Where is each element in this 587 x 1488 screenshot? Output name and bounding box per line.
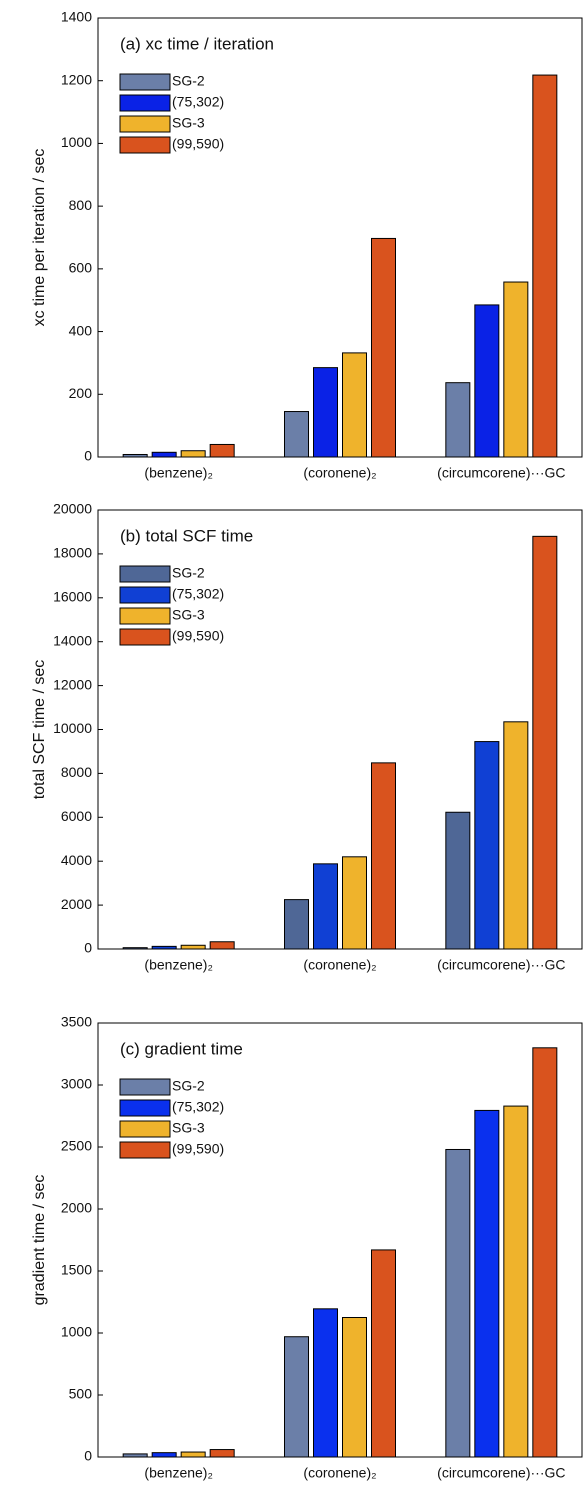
y-tick-label: 18000 xyxy=(53,545,92,561)
y-axis-label: xc time per iteration / sec xyxy=(31,149,48,327)
figure: 0 200 400 600 800 1000 1200 1400 (benzene)₂ (coro… xyxy=(0,0,587,1488)
legend-label: (75,302) xyxy=(172,586,224,602)
bar xyxy=(181,451,205,457)
legend-swatch xyxy=(120,629,170,645)
legend-swatch xyxy=(120,1079,170,1095)
bar xyxy=(152,452,176,457)
bar xyxy=(210,942,234,949)
bar xyxy=(210,1450,234,1457)
bar xyxy=(533,536,557,949)
legend-swatch xyxy=(120,566,170,582)
legend-swatch xyxy=(120,116,170,132)
x-tick-label: (benzene)₂ xyxy=(144,957,212,973)
bar xyxy=(181,945,205,949)
bar xyxy=(372,763,396,949)
bar xyxy=(314,1309,338,1457)
bar xyxy=(285,1337,309,1457)
y-tick-label: 20000 xyxy=(53,501,92,517)
bar xyxy=(285,412,309,457)
bar xyxy=(372,238,396,457)
bar xyxy=(533,75,557,457)
bar xyxy=(475,305,499,457)
bar xyxy=(181,1452,205,1457)
y-tick-label: 2000 xyxy=(61,896,92,912)
y-tick-label: 1500 xyxy=(61,1262,92,1278)
y-tick-label: 800 xyxy=(69,197,93,213)
legend-swatch xyxy=(120,74,170,90)
x-tick-label: (coronene)₂ xyxy=(303,1465,376,1481)
legend-swatch xyxy=(120,1121,170,1137)
bar xyxy=(152,1453,176,1457)
x-tick-label: (circumcorene)···GC xyxy=(437,465,565,481)
x-tick-label: (benzene)₂ xyxy=(144,1465,212,1481)
legend-label: SG-2 xyxy=(172,1078,205,1094)
legend-label: SG-3 xyxy=(172,607,205,623)
bar xyxy=(446,383,470,457)
legend-swatch xyxy=(120,1100,170,1116)
legend-label: (99,590) xyxy=(172,1141,224,1157)
y-tick-label: 3000 xyxy=(61,1076,92,1092)
legend-swatch xyxy=(120,137,170,153)
legend-label: SG-2 xyxy=(172,565,205,581)
x-tick-label: (coronene)₂ xyxy=(303,957,376,973)
legend-label: SG-3 xyxy=(172,115,205,131)
y-tick-label: 400 xyxy=(69,322,93,338)
bar xyxy=(504,1106,528,1457)
bar xyxy=(314,368,338,457)
y-tick-label: 8000 xyxy=(61,764,92,780)
y-tick-label: 0 xyxy=(84,448,92,464)
chart-title: (a) xc time / iteration xyxy=(120,34,274,53)
bar xyxy=(372,1250,396,1457)
y-tick-label: 10000 xyxy=(53,720,92,736)
y-tick-label: 4000 xyxy=(61,852,92,868)
bar xyxy=(475,1110,499,1457)
y-tick-label: 12000 xyxy=(53,676,92,692)
y-tick-label: 1000 xyxy=(61,134,92,150)
y-tick-label: 1400 xyxy=(61,9,92,25)
legend-label: (99,590) xyxy=(172,136,224,152)
y-axis-label: gradient time / sec xyxy=(31,1175,48,1306)
x-tick-label: (benzene)₂ xyxy=(144,465,212,481)
y-tick-label: 2500 xyxy=(61,1138,92,1154)
legend-swatch xyxy=(120,95,170,111)
x-tick-label: (circumcorene)···GC xyxy=(437,957,565,973)
chart-title: (c) gradient time xyxy=(120,1039,243,1058)
legend-label: SG-3 xyxy=(172,1120,205,1136)
bar xyxy=(446,1149,470,1457)
bar xyxy=(343,1318,367,1458)
y-tick-label: 200 xyxy=(69,385,93,401)
bar xyxy=(285,900,309,949)
y-tick-label: 2000 xyxy=(61,1200,92,1216)
y-axis-label: total SCF time / sec xyxy=(31,660,48,800)
x-tick-label: (circumcorene)···GC xyxy=(437,1465,565,1481)
legend-label: (75,302) xyxy=(172,94,224,110)
y-tick-label: 0 xyxy=(84,940,92,956)
bar xyxy=(504,722,528,949)
x-tick-label: (coronene)₂ xyxy=(303,465,376,481)
y-tick-label: 0 xyxy=(84,1448,92,1464)
bar xyxy=(210,444,234,457)
y-tick-label: 500 xyxy=(69,1386,93,1402)
y-tick-label: 16000 xyxy=(53,589,92,605)
bar xyxy=(475,742,499,949)
legend-label: (75,302) xyxy=(172,1099,224,1115)
y-tick-label: 3500 xyxy=(61,1014,92,1030)
legend-swatch xyxy=(120,587,170,603)
bar xyxy=(343,857,367,949)
chart-title: (b) total SCF time xyxy=(120,526,253,545)
legend-label: SG-2 xyxy=(172,73,205,89)
y-tick-label: 14000 xyxy=(53,632,92,648)
legend-label: (99,590) xyxy=(172,628,224,644)
bar xyxy=(533,1048,557,1457)
bar xyxy=(343,353,367,457)
bar xyxy=(446,812,470,949)
legend-swatch xyxy=(120,608,170,624)
y-tick-label: 600 xyxy=(69,260,93,276)
y-tick-label: 1200 xyxy=(61,71,92,87)
y-tick-label: 1000 xyxy=(61,1324,92,1340)
bar xyxy=(314,864,338,949)
y-tick-label: 6000 xyxy=(61,808,92,824)
bar xyxy=(504,282,528,457)
legend-swatch xyxy=(120,1142,170,1158)
